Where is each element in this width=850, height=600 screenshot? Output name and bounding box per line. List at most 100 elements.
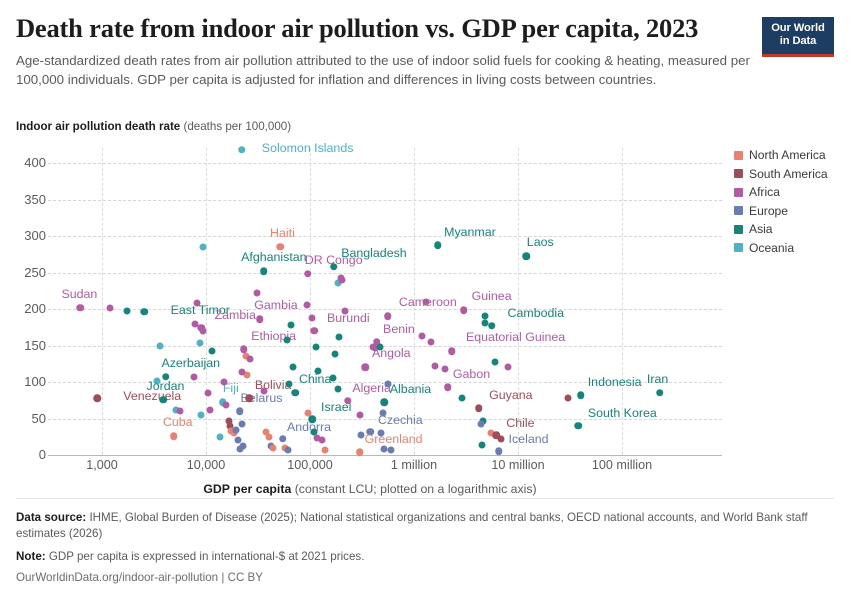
- scatter-point[interactable]: [334, 279, 342, 287]
- scatter-point[interactable]: [225, 417, 233, 425]
- scatter-point[interactable]: [242, 352, 250, 360]
- scatter-point[interactable]: [576, 391, 585, 399]
- scatter-point[interactable]: [481, 319, 489, 327]
- scatter-point[interactable]: [262, 428, 270, 436]
- scatter-point[interactable]: [234, 436, 242, 444]
- scatter-point[interactable]: [331, 350, 339, 358]
- scatter-point[interactable]: [321, 446, 329, 454]
- scatter-point[interactable]: [334, 385, 342, 393]
- scatter-point[interactable]: [265, 433, 273, 441]
- scatter-point[interactable]: [384, 312, 392, 321]
- scatter-point[interactable]: [196, 339, 204, 347]
- scatter-point[interactable]: [246, 355, 254, 363]
- scatter-point[interactable]: [376, 343, 384, 351]
- scatter-point[interactable]: [199, 327, 207, 335]
- scatter-point[interactable]: [314, 367, 322, 375]
- scatter-point[interactable]: [197, 411, 205, 419]
- scatter-point[interactable]: [285, 380, 293, 388]
- scatter-point[interactable]: [239, 345, 248, 353]
- owid-link[interactable]: OurWorldinData.org/indoor-air-pollution …: [16, 571, 264, 585]
- scatter-point[interactable]: [140, 308, 149, 316]
- scatter-point[interactable]: [237, 146, 246, 154]
- legend-item-south-america[interactable]: South America: [734, 167, 828, 181]
- scatter-point[interactable]: [191, 320, 199, 328]
- scatter-point[interactable]: [93, 394, 101, 402]
- scatter-point[interactable]: [161, 373, 170, 381]
- scatter-point[interactable]: [310, 428, 318, 436]
- scatter-point[interactable]: [492, 431, 501, 440]
- scatter-point[interactable]: [220, 378, 228, 386]
- scatter-point[interactable]: [441, 365, 449, 373]
- legend-item-africa[interactable]: Africa: [734, 185, 828, 199]
- scatter-point[interactable]: [479, 417, 487, 425]
- scatter-point[interactable]: [481, 312, 489, 320]
- scatter-point[interactable]: [491, 358, 499, 366]
- scatter-point[interactable]: [289, 363, 297, 371]
- scatter-point[interactable]: [106, 304, 114, 312]
- scatter-point[interactable]: [318, 436, 326, 444]
- scatter-point[interactable]: [291, 389, 299, 397]
- scatter-point[interactable]: [335, 333, 343, 341]
- scatter-point[interactable]: [303, 270, 312, 278]
- scatter-point[interactable]: [458, 394, 466, 402]
- scatter-point[interactable]: [226, 422, 234, 430]
- scatter-point[interactable]: [418, 332, 426, 340]
- scatter-point[interactable]: [427, 338, 435, 346]
- scatter-point[interactable]: [256, 315, 264, 323]
- scatter-point[interactable]: [380, 445, 388, 453]
- scatter-point[interactable]: [312, 343, 320, 351]
- scatter-point[interactable]: [497, 435, 505, 443]
- scatter-point[interactable]: [313, 434, 321, 442]
- legend-item-north-america[interactable]: North America: [734, 148, 828, 162]
- scatter-point[interactable]: [236, 445, 243, 453]
- scatter-point[interactable]: [238, 368, 246, 376]
- scatter-point[interactable]: [216, 433, 224, 441]
- scatter-point[interactable]: [253, 289, 261, 297]
- scatter-point[interactable]: [245, 394, 253, 402]
- scatter-point[interactable]: [366, 427, 375, 436]
- scatter-point[interactable]: [488, 322, 496, 330]
- scatter-point[interactable]: [238, 420, 246, 428]
- scatter-point[interactable]: [123, 307, 131, 315]
- scatter-point[interactable]: [341, 307, 349, 315]
- scatter-point[interactable]: [522, 252, 530, 261]
- scatter-point[interactable]: [308, 314, 316, 322]
- scatter-point[interactable]: [303, 301, 311, 309]
- scatter-point[interactable]: [361, 363, 370, 372]
- scatter-point[interactable]: [208, 347, 216, 355]
- scatter-point[interactable]: [564, 394, 572, 402]
- scatter-point[interactable]: [434, 241, 442, 250]
- scatter-point[interactable]: [269, 444, 277, 452]
- scatter-point[interactable]: [260, 267, 268, 275]
- scatter-point[interactable]: [206, 406, 214, 414]
- scatter-point[interactable]: [373, 338, 381, 346]
- scatter-point[interactable]: [477, 420, 485, 428]
- scatter-point[interactable]: [475, 404, 483, 413]
- scatter-point[interactable]: [447, 347, 456, 356]
- legend-item-asia[interactable]: Asia: [734, 222, 828, 236]
- scatter-plot[interactable]: 0 50 100 150 200 250 300 350 400 1,000 10,000 100,0…: [0, 140, 740, 472]
- scatter-point[interactable]: [279, 435, 287, 443]
- scatter-point[interactable]: [330, 262, 338, 271]
- scatter-point[interactable]: [504, 363, 512, 371]
- scatter-point[interactable]: [443, 383, 452, 391]
- scatter-point[interactable]: [357, 431, 365, 439]
- scatter-point[interactable]: [176, 407, 184, 415]
- scatter-point[interactable]: [260, 387, 268, 395]
- scatter-point[interactable]: [431, 362, 439, 370]
- scatter-point[interactable]: [170, 432, 178, 440]
- scatter-point[interactable]: [287, 321, 295, 329]
- scatter-point[interactable]: [379, 409, 387, 417]
- legend-item-europe[interactable]: Europe: [734, 204, 828, 218]
- scatter-point[interactable]: [459, 306, 468, 315]
- chart-legend[interactable]: North America South America Africa Europe As…: [734, 148, 828, 260]
- scatter-point[interactable]: [422, 298, 430, 306]
- scatter-point[interactable]: [235, 407, 244, 415]
- scatter-point[interactable]: [204, 389, 212, 397]
- scatter-point[interactable]: [276, 243, 285, 251]
- scatter-point[interactable]: [239, 442, 247, 450]
- scatter-point[interactable]: [387, 446, 395, 454]
- scatter-point[interactable]: [76, 303, 85, 312]
- scatter-point[interactable]: [193, 299, 201, 307]
- scatter-point[interactable]: [232, 426, 240, 434]
